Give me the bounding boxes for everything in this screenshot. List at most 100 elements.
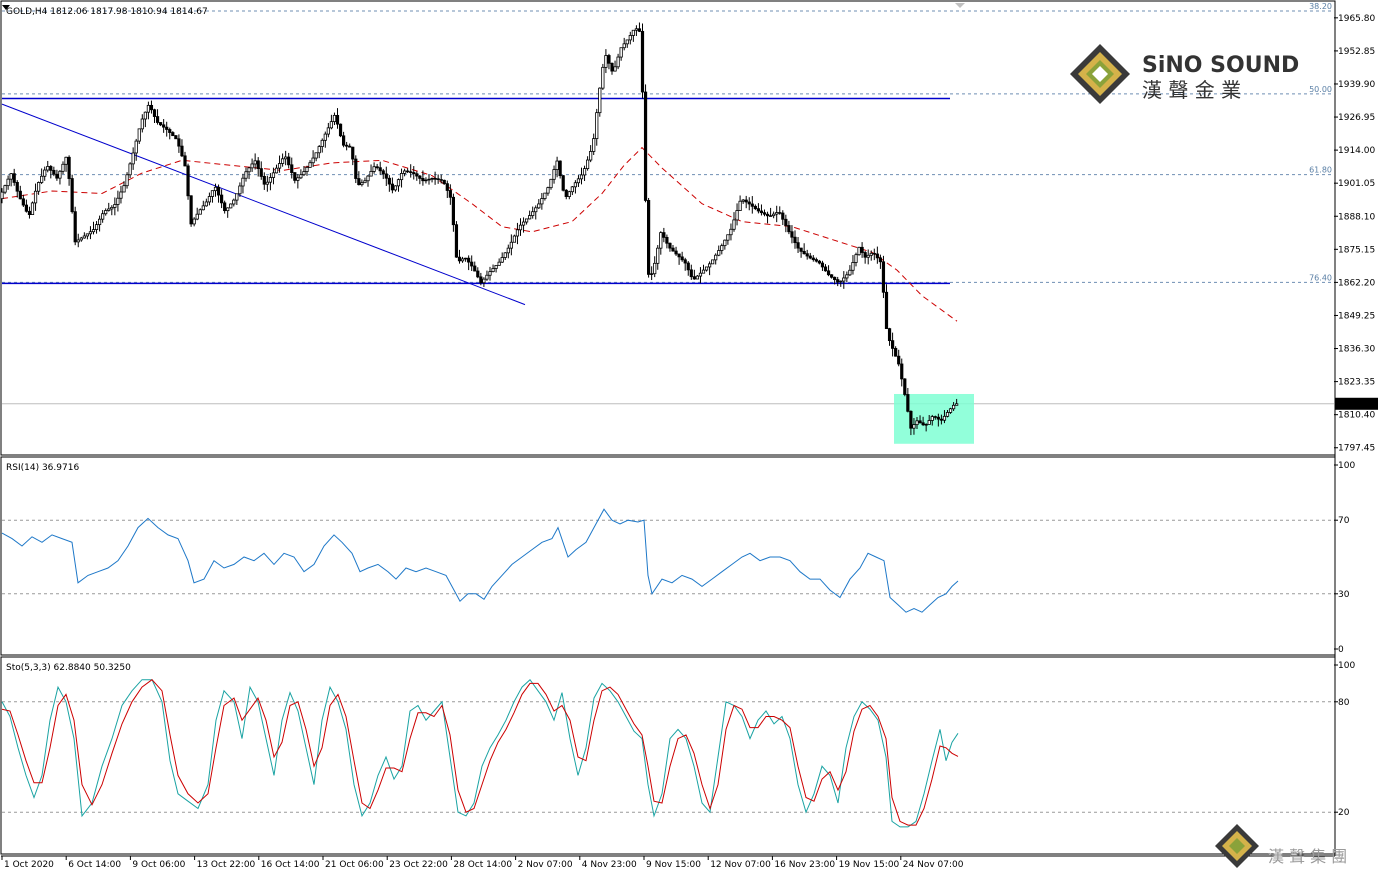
price-tick-label: 1888.10 — [1338, 212, 1375, 222]
candle-body — [955, 403, 959, 406]
candle-body — [918, 420, 922, 424]
main-panel-frame — [0, 0, 1336, 456]
candle-body — [640, 30, 645, 93]
candle-body — [756, 208, 761, 212]
candle-body — [753, 205, 757, 210]
candle-body — [546, 187, 550, 194]
candle-body — [732, 219, 736, 230]
candle-body — [409, 171, 413, 173]
candle-body — [479, 276, 483, 284]
candle-body — [729, 228, 733, 236]
candle-body — [744, 199, 748, 203]
candle-body — [61, 163, 65, 172]
chart-header: GOLD,H4 1812.06 1817.98 1810.94 1814.67 — [6, 7, 208, 17]
candle-body — [27, 210, 32, 215]
candle-body — [256, 160, 260, 170]
candle-body — [695, 275, 700, 280]
candle-body — [305, 167, 309, 172]
candle-body — [506, 247, 510, 254]
candle-body — [421, 177, 425, 182]
candle-body — [244, 171, 248, 179]
candle-body — [146, 104, 150, 113]
candle-body — [942, 415, 947, 421]
candle-body — [131, 152, 135, 165]
candle-body — [680, 256, 684, 261]
time-axis: 1 Oct 2020 6 Oct 14:00 9 Oct 06:00 13 Oct 2… — [1, 856, 964, 870]
candle-body — [531, 211, 535, 217]
candle-body — [714, 254, 718, 261]
candle-body — [525, 218, 529, 223]
candle-body — [290, 164, 294, 173]
candle-body — [735, 210, 739, 221]
candle-body — [195, 213, 199, 220]
candle-body — [152, 109, 157, 117]
candle-body — [637, 28, 642, 32]
candle-body — [274, 167, 279, 174]
candle-body — [0, 191, 4, 200]
candle-body — [433, 178, 437, 180]
sto-tick-label: 100 — [1338, 661, 1355, 671]
trendline — [1, 103, 526, 306]
time-tick-label: 21 Oct 06:00 — [325, 860, 384, 870]
price-tick-label: 1862.20 — [1338, 278, 1375, 288]
candle-body — [259, 168, 263, 177]
candle-body — [708, 263, 712, 268]
candle-body — [540, 198, 544, 205]
candle-body — [104, 210, 108, 215]
current-price-tag — [1335, 397, 1378, 410]
candle-body — [250, 163, 254, 169]
price-tick-label: 1836.30 — [1338, 345, 1375, 355]
candle-body — [717, 250, 721, 256]
candle-body — [442, 179, 446, 185]
candle-body — [454, 224, 459, 258]
candle-body — [826, 270, 831, 276]
candle-body — [854, 254, 858, 263]
candle-body — [12, 173, 16, 183]
candle-body — [692, 276, 696, 280]
fib-level-label: 61.80 — [1309, 166, 1332, 175]
candle-body — [912, 424, 916, 429]
candle-body — [219, 194, 224, 204]
candle-body — [317, 146, 321, 154]
candle-body — [213, 186, 218, 192]
price-tick-label: 1849.25 — [1338, 311, 1375, 321]
candle-body — [168, 129, 172, 133]
candle-body — [235, 193, 239, 201]
candle-body — [357, 178, 361, 186]
fib-level-label: 76.40 — [1309, 273, 1332, 282]
candle-body — [656, 247, 660, 264]
candle-body — [238, 185, 242, 195]
candle-body — [607, 55, 611, 64]
candle-body — [79, 237, 83, 241]
sto-layer: 100 80 20 — [1, 661, 1355, 828]
candle-body — [537, 203, 541, 209]
candle-body — [579, 174, 584, 180]
candle-body — [15, 182, 19, 192]
candle-body — [43, 169, 47, 177]
candle-body — [110, 206, 114, 210]
main-price-layer: 1965.80 1952.85 1939.90 1926.95 1914.00 1901.… — [0, 2, 1378, 454]
candle-body — [775, 212, 779, 215]
candle-body — [528, 215, 532, 220]
candle-body — [119, 191, 123, 199]
candle-body — [241, 177, 245, 187]
candle-body — [24, 204, 29, 212]
candle-body — [439, 179, 443, 181]
candle-body — [277, 163, 282, 169]
candle-body — [216, 186, 221, 196]
candle-body — [52, 169, 56, 175]
candle-body — [799, 247, 803, 252]
candle-body — [406, 170, 410, 173]
candle-body — [314, 152, 318, 159]
candle-body — [494, 264, 498, 269]
candle-body — [683, 259, 687, 264]
candle-body — [183, 155, 187, 167]
candle-body — [424, 179, 428, 182]
candle-body — [939, 418, 944, 421]
candle-body — [805, 253, 809, 257]
candle-body — [463, 257, 468, 260]
sto-tick-label: 20 — [1338, 808, 1350, 818]
candle-body — [247, 167, 251, 173]
candle-body — [869, 252, 873, 256]
